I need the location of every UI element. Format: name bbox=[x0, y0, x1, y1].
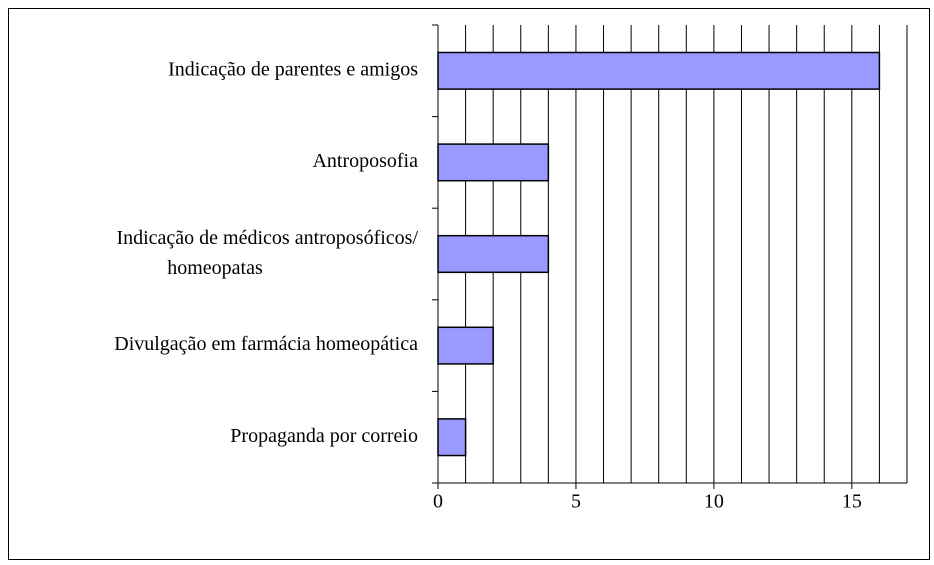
y-tick-label: Indicação de médicos antroposóficos/home… bbox=[116, 227, 418, 279]
bar bbox=[437, 234, 550, 274]
bar bbox=[437, 326, 494, 365]
bar bbox=[437, 51, 881, 90]
y-tick-label-line: Indicação de médicos antroposóficos/ bbox=[116, 227, 418, 249]
y-tick-label: Antroposofia bbox=[312, 150, 418, 172]
x-tick-label: 10 bbox=[704, 491, 724, 513]
x-tick-label: 5 bbox=[571, 491, 581, 513]
y-tick-label: Divulgação em farmácia homeopática bbox=[114, 333, 418, 355]
bar bbox=[437, 143, 550, 182]
y-tick-label: Propaganda por correio bbox=[230, 425, 418, 447]
y-tick-label-line: homeopatas bbox=[167, 257, 263, 279]
bar bbox=[437, 418, 467, 457]
chart-border bbox=[8, 8, 930, 560]
x-tick-label: 15 bbox=[842, 491, 862, 513]
x-tick-label: 0 bbox=[433, 491, 443, 513]
y-tick-label: Indicação de parentes e amigos bbox=[168, 58, 418, 80]
